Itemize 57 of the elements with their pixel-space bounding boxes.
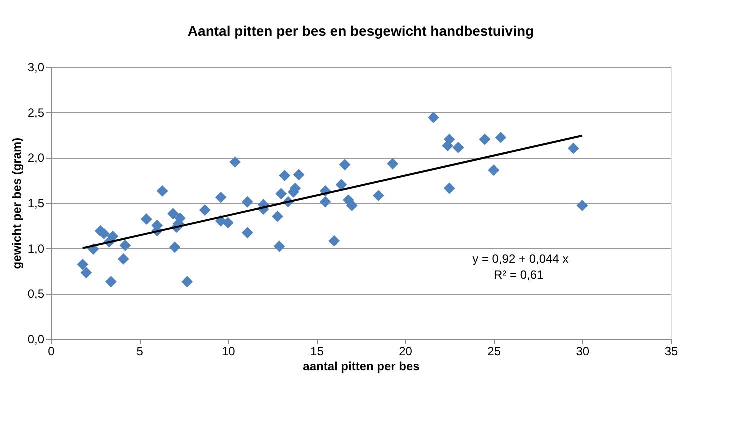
- y-tick-label: 2,5: [28, 106, 45, 120]
- point: [279, 170, 291, 182]
- chart-title: Aantal pitten per bes en besgewicht handbestuiving: [188, 23, 534, 39]
- point: [339, 159, 351, 171]
- point: [336, 179, 348, 191]
- point: [293, 169, 305, 181]
- point: [156, 186, 168, 197]
- point: [428, 112, 440, 124]
- point: [106, 276, 117, 288]
- point: [452, 142, 464, 154]
- y-axis-title: gewicht per bes (gram): [10, 138, 24, 270]
- point: [576, 200, 588, 212]
- point: [387, 158, 399, 170]
- x-tick-label: 25: [488, 344, 502, 358]
- point: [168, 208, 179, 220]
- y-tick-label: 3,0: [28, 60, 45, 74]
- point: [80, 267, 92, 279]
- x-tick-label: 30: [576, 344, 590, 358]
- point: [444, 182, 456, 194]
- point: [568, 142, 580, 154]
- point: [346, 200, 358, 212]
- x-tick-label: 10: [222, 344, 236, 358]
- point: [182, 276, 194, 288]
- point: [215, 192, 227, 204]
- y-tick-label: 2,0: [28, 151, 45, 166]
- y-tick-label: 0,0: [28, 332, 45, 346]
- x-tick-label: 0: [48, 344, 56, 358]
- point: [242, 196, 254, 208]
- point: [169, 242, 181, 254]
- point: [320, 196, 332, 208]
- x-tick-label: 35: [664, 344, 678, 358]
- point: [479, 134, 491, 146]
- x-tick-label: 15: [310, 344, 324, 358]
- x-axis-title: aantal pitten per bes: [303, 360, 420, 374]
- x-tick-label: 20: [399, 344, 413, 358]
- point: [495, 132, 507, 144]
- annotation: R² = 0,61: [494, 268, 544, 282]
- x-tick-label: 5: [136, 344, 144, 358]
- point: [77, 258, 89, 270]
- point: [118, 254, 130, 265]
- point: [222, 217, 234, 229]
- point: [444, 134, 456, 146]
- point: [242, 227, 254, 239]
- point: [373, 190, 384, 202]
- point: [272, 210, 284, 222]
- point: [328, 235, 340, 247]
- point: [230, 156, 241, 168]
- point: [140, 214, 152, 226]
- y-tick-label: 1,0: [28, 242, 45, 256]
- point: [488, 164, 500, 176]
- point: [274, 240, 286, 252]
- y-tick-label: 0,5: [28, 287, 45, 302]
- point: [120, 240, 132, 252]
- point: [199, 204, 211, 216]
- y-tick-label: 1,5: [28, 196, 45, 210]
- annotation: y = 0,92 + 0,044 x: [472, 252, 569, 266]
- point: [276, 188, 287, 200]
